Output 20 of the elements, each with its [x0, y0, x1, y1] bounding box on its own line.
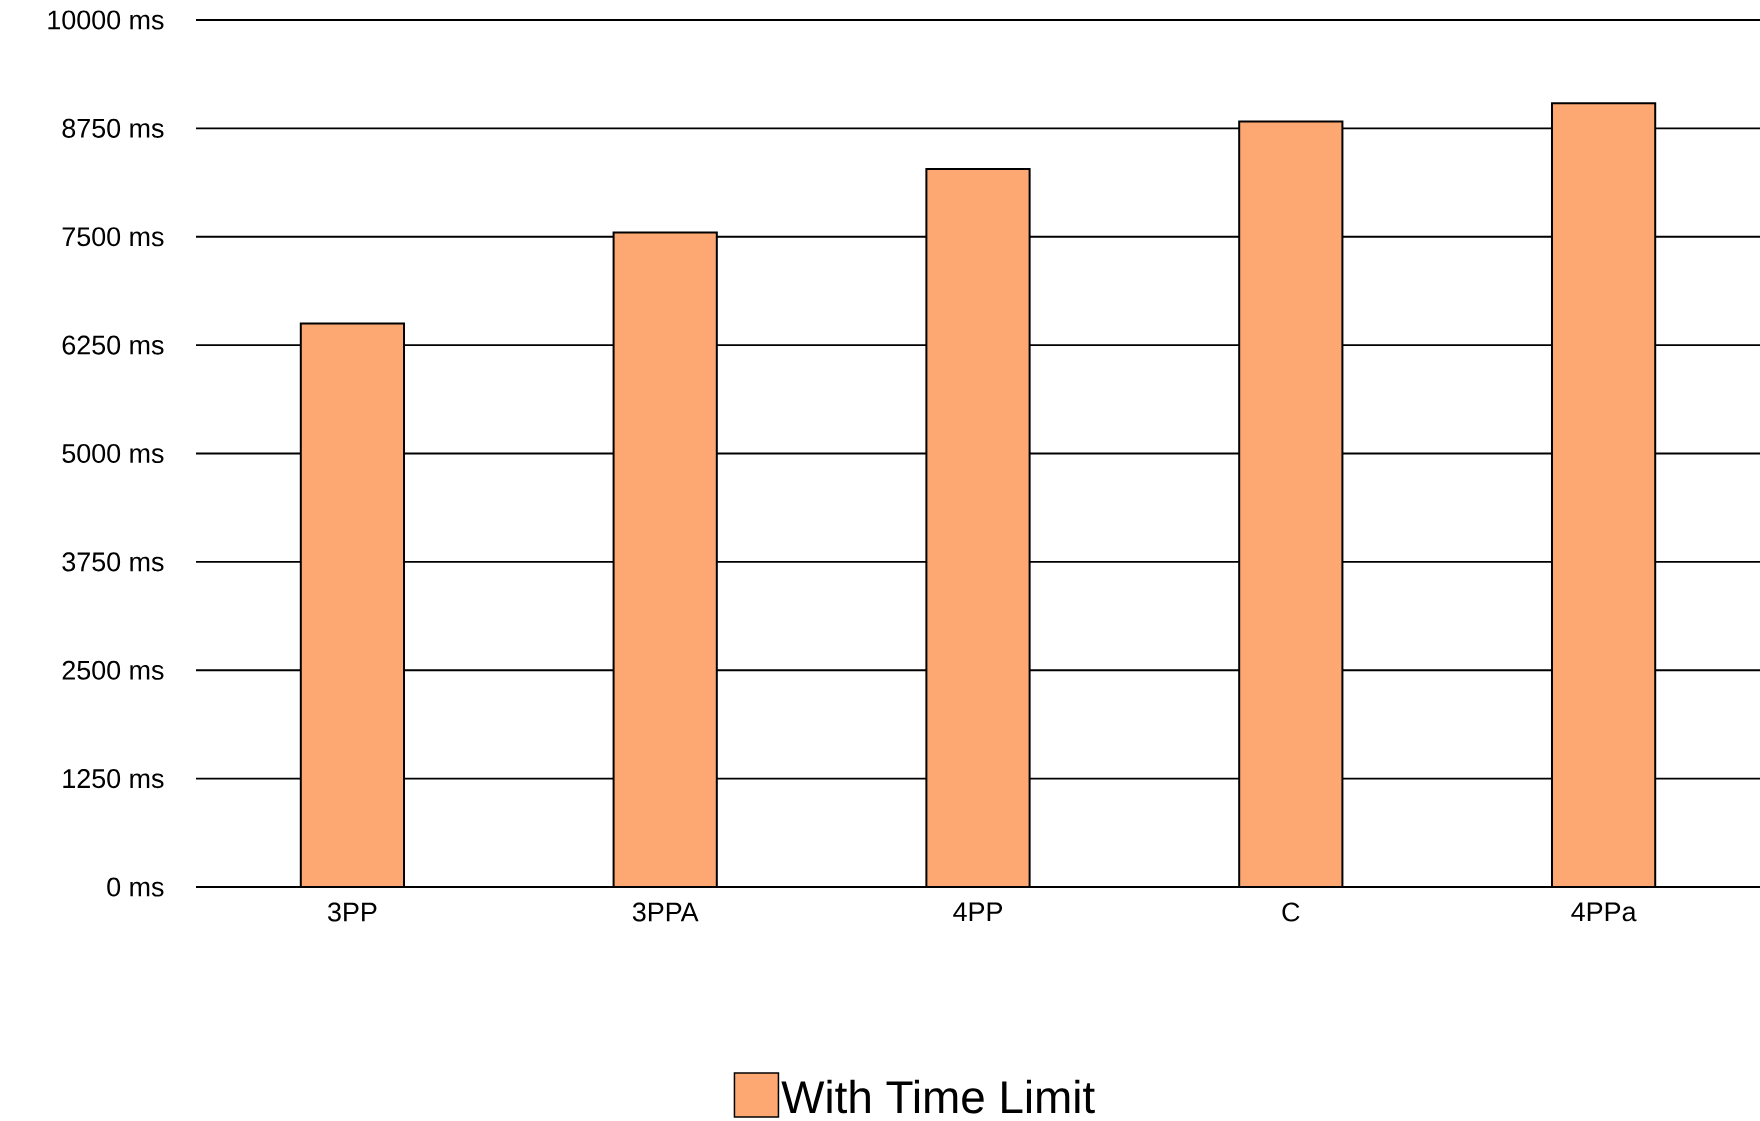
- bar: [299, 322, 406, 887]
- y-tick-label: 0 ms: [107, 877, 164, 897]
- bar: [925, 168, 1031, 887]
- y-tick-label: 8750 ms: [62, 118, 164, 138]
- bar: [1238, 120, 1344, 887]
- x-tick-label: 4PP: [953, 902, 1003, 922]
- y-tick-label: 3750 ms: [62, 552, 164, 572]
- legend-label: With Time Limit: [781, 1079, 1095, 1114]
- y-tick-label: 5000 ms: [62, 443, 164, 464]
- x-tick-label: 3PP: [328, 902, 377, 922]
- y-tick-label: 7500 ms: [62, 227, 164, 247]
- x-tick-label: 3PPA: [632, 902, 699, 922]
- y-tick-label: 10000 ms: [48, 10, 164, 30]
- x-tick-label: C: [1282, 902, 1300, 922]
- x-tick-label: 4PPa: [1571, 902, 1637, 922]
- y-tick-label: 1250 ms: [63, 769, 164, 789]
- bar: [612, 231, 718, 887]
- y-tick-label: 6250 ms: [62, 335, 164, 355]
- y-tick-label: 2500 ms: [62, 660, 164, 680]
- bar: [1550, 102, 1657, 887]
